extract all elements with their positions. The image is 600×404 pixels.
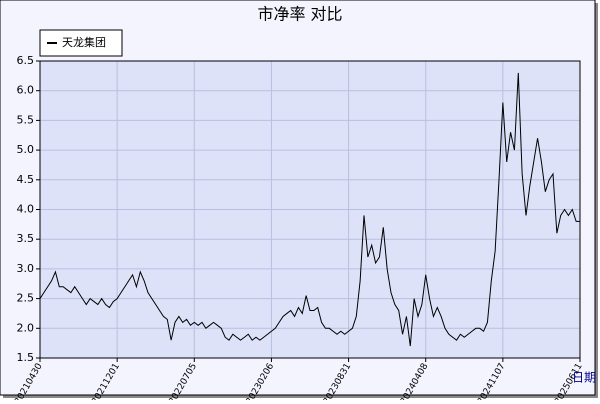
y-tick-label: 2.0 (17, 321, 35, 334)
y-tick-label: 1.5 (17, 351, 35, 364)
y-tick-label: 4.0 (17, 203, 35, 216)
plot-border (39, 60, 581, 359)
legend-label: 天龙集团 (62, 35, 106, 49)
y-tick-label: 2.5 (17, 292, 35, 305)
y-tick-label: 3.5 (17, 232, 35, 245)
y-tick-label: 4.5 (17, 173, 35, 186)
x-axis-label: 日期 (572, 371, 596, 385)
chart-title: 市净率 对比 (257, 5, 342, 24)
y-tick-label: 6.5 (17, 54, 35, 67)
y-tick-label: 5.0 (17, 143, 35, 156)
y-tick-label: 5.5 (17, 113, 35, 126)
y-tick-label: 3.0 (17, 262, 35, 275)
legend: 天龙集团 (39, 29, 123, 57)
y-tick-label: 6.0 (17, 84, 35, 97)
series-line (39, 72, 580, 347)
